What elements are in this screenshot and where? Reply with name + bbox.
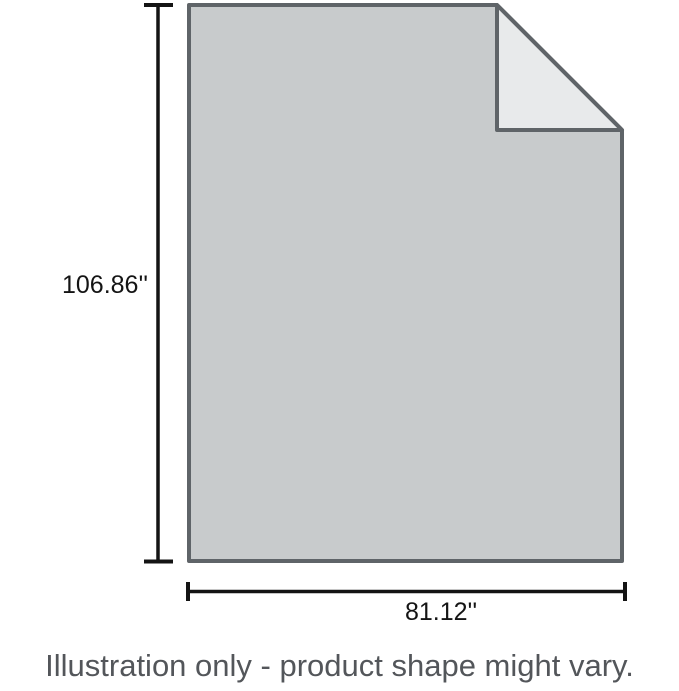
- height-dimension-line: [144, 3, 173, 564]
- folded-corner-flap: [495, 3, 624, 132]
- width-dimension-label: 81.12'': [405, 598, 478, 626]
- height-dimension-label: 106.86'': [61, 271, 148, 299]
- product-body-shape: [187, 3, 624, 563]
- width-dimension-line: [186, 582, 627, 601]
- illustration-disclaimer-caption: Illustration only - product shape might …: [45, 648, 634, 683]
